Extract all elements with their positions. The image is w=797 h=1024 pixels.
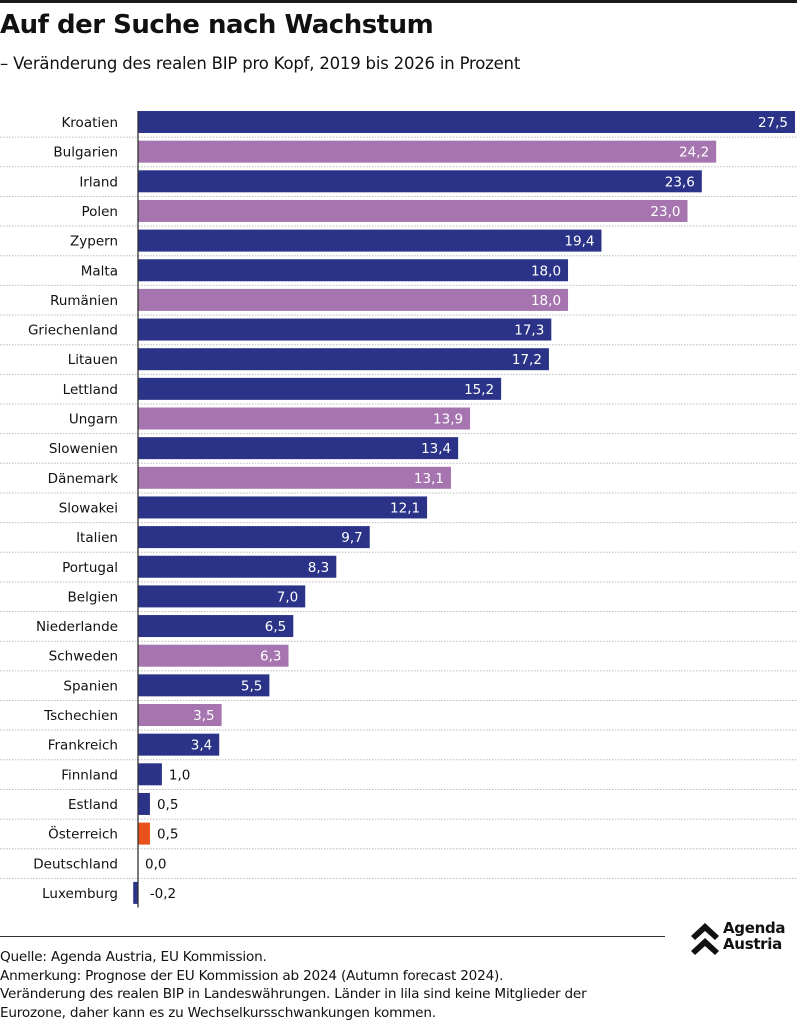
bar [133, 881, 138, 904]
value-label: 23,6 [665, 174, 695, 190]
chart-subtitle: – Veränderung des realen BIP pro Kopf, 2… [0, 54, 521, 73]
remark-note-3: Eurozone, daher kann es zu Wechselkurssc… [0, 1004, 436, 1021]
bar [138, 733, 220, 756]
value-label: 0,5 [157, 797, 178, 813]
value-label: 6,5 [265, 619, 286, 635]
category-label: Österreich [48, 825, 118, 843]
bar-chart: Kroatien 27,5 Bulgarien 24,2 Irland 23,6 Polen… [0, 111, 797, 908]
category-label: Deutschland [33, 856, 118, 872]
category-label: Estland [68, 797, 118, 813]
top-rule [0, 0, 797, 3]
logo-line-1: Agenda [723, 919, 786, 937]
chart-title: Auf der Suche nach Wachstum [0, 10, 434, 40]
category-label: Slowenien [49, 441, 118, 457]
bar [138, 466, 451, 489]
category-label: Litauen [68, 352, 118, 368]
bar [138, 437, 459, 460]
value-label: 18,0 [531, 263, 561, 279]
value-label: 3,4 [191, 738, 212, 754]
category-label: Schweden [49, 649, 118, 665]
value-label: 8,3 [308, 560, 329, 576]
bar [138, 822, 150, 845]
bar [138, 585, 306, 608]
bar [138, 318, 552, 341]
value-label: 17,2 [512, 352, 542, 368]
value-label: 6,3 [260, 649, 281, 665]
category-label: Bulgarien [53, 145, 118, 161]
category-label: Finnland [61, 767, 118, 783]
value-label: 13,9 [433, 412, 463, 428]
value-label: 3,5 [193, 708, 214, 724]
bar [138, 229, 602, 252]
bar [138, 674, 270, 697]
value-label: 24,2 [679, 145, 709, 161]
category-label: Irland [79, 174, 118, 190]
bar [138, 140, 717, 163]
category-label: Malta [81, 263, 118, 279]
category-label: Polen [81, 204, 118, 220]
bar [138, 111, 795, 133]
bar [138, 407, 471, 430]
agenda-austria-logo: Agenda Austria [690, 920, 797, 960]
bar [138, 615, 294, 638]
logo-text: Agenda Austria [723, 919, 786, 953]
category-label: Zypern [70, 234, 118, 250]
bar [138, 763, 162, 786]
bar [138, 377, 502, 400]
category-label: Frankreich [48, 738, 118, 754]
category-label: Italien [76, 530, 118, 546]
value-label: 13,1 [414, 471, 444, 487]
value-label: 18,0 [531, 293, 561, 309]
category-label: Rumänien [50, 293, 118, 309]
footnotes: Quelle: Agenda Austria, EU Kommission. A… [0, 948, 587, 1022]
value-label: 19,4 [564, 234, 594, 250]
bar [138, 555, 337, 578]
bar [138, 288, 569, 311]
category-label: Griechenland [28, 323, 118, 339]
category-label: Ungarn [69, 412, 118, 428]
remark-note-2: Veränderung des realen BIP in Landeswähr… [0, 986, 587, 1003]
value-label: 7,0 [277, 589, 298, 605]
bar [138, 348, 549, 371]
value-label: 1,0 [169, 767, 190, 783]
bar [138, 170, 702, 193]
category-label: Lettland [63, 382, 118, 398]
value-label: 15,2 [464, 382, 494, 398]
category-label: Luxemburg [42, 886, 118, 902]
value-label: 17,3 [514, 323, 544, 339]
bar [138, 644, 289, 667]
double-chevron-up-icon [691, 923, 719, 955]
value-label: 9,7 [341, 530, 362, 546]
value-label: 12,1 [390, 500, 420, 516]
bar [138, 526, 370, 549]
footer-divider [0, 936, 665, 937]
bar [138, 259, 569, 282]
category-label: Belgien [68, 589, 119, 605]
category-label: Niederlande [36, 619, 118, 635]
category-label: Portugal [62, 560, 118, 576]
category-label: Kroatien [61, 115, 118, 131]
bar [138, 792, 150, 815]
value-label: 0,5 [157, 827, 178, 843]
bar [138, 496, 428, 519]
logo-line-2: Austria [723, 935, 782, 953]
value-label: 0,0 [145, 856, 166, 872]
category-label: Tschechien [43, 708, 118, 724]
bar [138, 199, 688, 222]
remark-note: Anmerkung: Prognose der EU Kommission ab… [0, 967, 504, 984]
bar [138, 704, 222, 726]
category-label: Slowakei [59, 500, 118, 516]
category-label: Dänemark [48, 471, 119, 487]
value-label: -0,2 [150, 886, 176, 902]
value-label: 5,5 [241, 678, 262, 694]
value-label: 13,4 [421, 441, 451, 457]
category-label: Spanien [63, 678, 118, 694]
value-label: 23,0 [650, 204, 680, 220]
source-note: Quelle: Agenda Austria, EU Kommission. [0, 949, 267, 965]
value-label: 27,5 [758, 115, 788, 131]
